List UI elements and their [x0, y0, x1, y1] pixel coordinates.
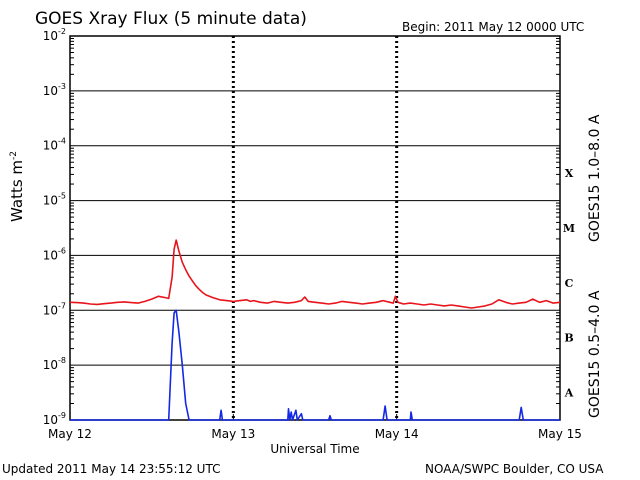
flare-class-label: B — [564, 332, 573, 345]
x-tick-labels: May 12 May 13 May 14 May 15 — [48, 427, 582, 441]
y-tick-label: 10-2 — [43, 27, 66, 43]
series-layer — [69, 239, 561, 421]
legend-series-long: GOES15 1.0–8.0 A — [587, 114, 603, 242]
y-tick-label: 10-8 — [43, 356, 66, 372]
plot-frame — [69, 35, 561, 421]
y-tick-labels: 10-210-310-410-510-610-710-810-9 — [43, 27, 66, 427]
flare-class-label: X — [565, 167, 574, 180]
y-tick-exponent: -6 — [58, 246, 66, 255]
y-tick-exponent: -7 — [58, 301, 66, 310]
flare-class-label: M — [563, 222, 575, 235]
x-tick-label: May 13 — [211, 427, 255, 441]
credit-label: NOAA/SWPC Boulder, CO USA — [425, 462, 604, 476]
x-tick-label: May 15 — [538, 427, 582, 441]
y-tick-base: 10 — [43, 248, 58, 262]
y-axis-label: Watts m-2 — [8, 151, 26, 222]
y-axis-label-text: Watts m — [8, 160, 26, 222]
updated-timestamp: Updated 2011 May 14 23:55:12 UTC — [2, 462, 220, 476]
y-tick-exponent: -5 — [58, 192, 66, 201]
svg-text:Watts m-2: Watts m-2 — [8, 151, 26, 222]
x-axis-label: Universal Time — [270, 442, 359, 456]
series-line — [70, 309, 560, 421]
y-tick-base: 10 — [43, 139, 58, 153]
x-tick-label: May 12 — [48, 427, 92, 441]
legend-series-short: GOES15 0.5–4.0 A — [587, 290, 603, 418]
y-tick-exponent: -9 — [58, 411, 66, 420]
flare-class-label: C — [565, 277, 574, 290]
x-tick-label: May 14 — [375, 427, 419, 441]
y-tick-label: 10-7 — [43, 301, 66, 317]
y-tick-base: 10 — [43, 194, 58, 208]
y-tick-base: 10 — [43, 413, 58, 427]
y-tick-base: 10 — [43, 29, 58, 43]
y-tick-base: 10 — [43, 84, 58, 98]
y-tick-exponent: -3 — [58, 82, 66, 91]
y-tick-exponent: -4 — [58, 137, 66, 146]
y-tick-label: 10-9 — [43, 411, 66, 427]
chart-title: GOES Xray Flux (5 minute data) — [35, 9, 307, 29]
y-tick-label: 10-3 — [43, 82, 66, 98]
grid-layer — [69, 36, 561, 420]
flare-class-label: A — [564, 387, 574, 400]
series-line — [69, 239, 561, 309]
y-tick-base: 10 — [43, 303, 58, 317]
y-axis-label-exponent: -2 — [9, 151, 19, 160]
y-tick-base: 10 — [43, 358, 58, 372]
y-tick-exponent: -2 — [58, 27, 66, 36]
y-tick-label: 10-4 — [43, 137, 66, 153]
y-tick-label: 10-5 — [43, 192, 66, 208]
y-tick-exponent: -8 — [58, 356, 66, 365]
begin-label: Begin: 2011 May 12 0000 UTC — [402, 20, 584, 34]
y-tick-label: 10-6 — [43, 246, 66, 262]
flare-class-labels: X M C B A — [563, 167, 575, 399]
